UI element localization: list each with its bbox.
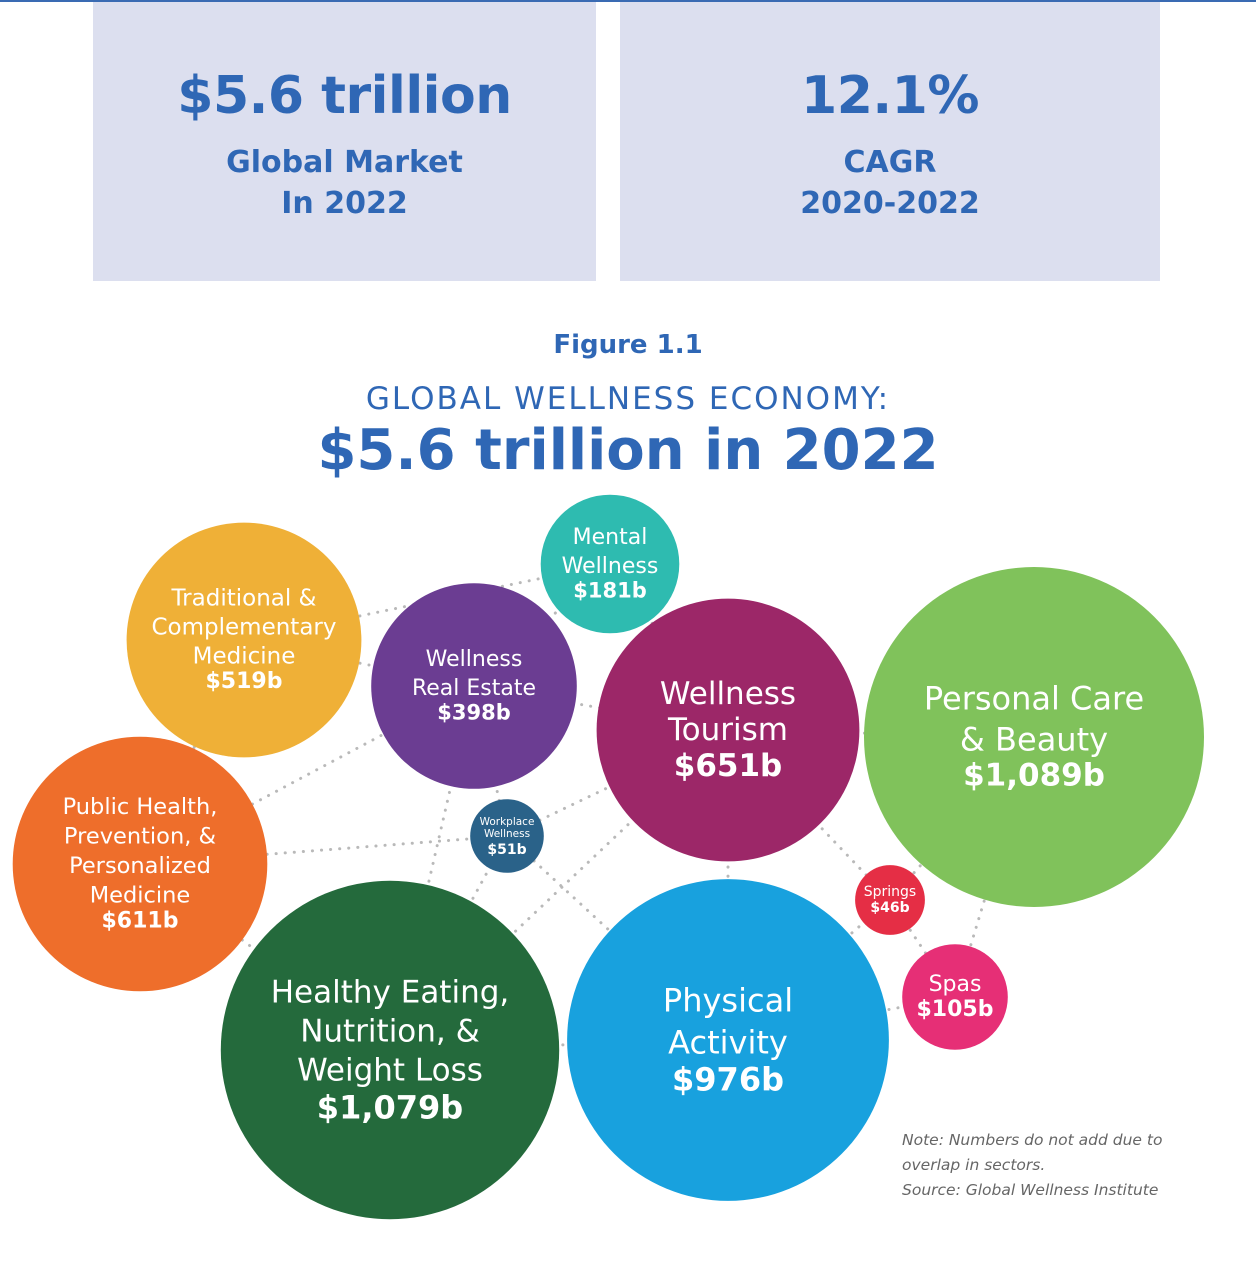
bubble-circle-springs [855, 865, 925, 935]
bubble-value-physical-activity: $976b [672, 1060, 784, 1098]
bubble-circle-tourism [596, 598, 860, 862]
bubble-personal-care: Personal Care& Beauty$1,089b [864, 567, 1204, 907]
bubble-label-physical-activity-2: Activity [668, 1024, 788, 1062]
bubble-value-mental: $181b [573, 579, 646, 603]
bubble-public-health: Public Health, Prevention, & Personalized M… [12, 736, 268, 992]
bubble-value-personal-care: $1,089b [963, 757, 1105, 793]
bubble-label-real-estate-1: Wellness [426, 647, 523, 672]
bubble-circle-public-health [12, 736, 268, 992]
bubble-real-estate: Wellness Real Estate$398b [371, 583, 577, 789]
bubble-value-public-health: $611b [102, 908, 179, 933]
bubble-healthy-eating: Healthy Eating,Nutrition, &Weight Loss$1… [220, 880, 560, 1220]
bubble-label-workplace-1: Workplace [480, 816, 535, 828]
bubble-label-workplace-2: Wellness [484, 828, 530, 840]
chart-note: Note: Numbers do not add due to overlap … [902, 1128, 1232, 1203]
bubble-circle-personal-care [864, 567, 1204, 907]
figure-subtitle: $5.6 trillion in 2022 [317, 418, 939, 483]
bubble-circle-physical-activity [567, 879, 889, 1201]
bubble-value-workplace: $51b [487, 842, 526, 858]
figure-label: Figure 1.1 [553, 330, 703, 360]
stat-market-label-line1: Global Market [226, 145, 463, 180]
note-line1: Note: Numbers do not add due to [902, 1131, 1163, 1149]
stat-card-market: $5.6 trillion Global Market In 2022 [93, 2, 596, 281]
bubble-label-spas-1: Spas [929, 972, 982, 997]
stat-market-value: $5.6 trillion [177, 66, 512, 126]
bubble-value-spas: $105b [917, 997, 994, 1022]
bubble-label-public-health-1: Public Health, [63, 794, 218, 820]
bubble-physical-activity: Physical Activity$976b [567, 879, 889, 1201]
bubble-value-springs: $46b [870, 900, 909, 916]
bubble-label-public-health-3: Personalized [69, 853, 211, 879]
bubble-spas: Spas$105b [902, 944, 1008, 1050]
stat-market-label: Global Market In 2022 [93, 142, 596, 224]
stat-cagr-label-line2: 2020-2022 [800, 186, 980, 221]
bubble-value-healthy-eating: $1,079b [317, 1088, 463, 1126]
bubble-value-real-estate: $398b [437, 701, 510, 725]
bubble-label-springs-1: Springs [864, 884, 916, 900]
bubble-label-mental-1: Mental [573, 525, 648, 550]
stat-card-cagr: 12.1% CAGR 2020-2022 [620, 2, 1160, 281]
bubble-label-physical-activity-1: Physical [663, 982, 793, 1020]
bubble-label-tourism-2: Tourism [667, 712, 788, 748]
bubble-value-traditional: $519b [206, 669, 283, 694]
bubble-circle-mental [540, 494, 680, 634]
bubble-label-healthy-eating-1: Healthy Eating, [271, 975, 510, 1011]
bubble-value-tourism: $651b [674, 748, 782, 784]
source-line: Source: Global Wellness Institute [902, 1181, 1159, 1199]
bubble-label-traditional-3: Medicine [193, 643, 296, 669]
bubble-mental: Mental Wellness$181b [540, 494, 680, 634]
bubble-circle-workplace [470, 799, 544, 873]
bubble-label-public-health-4: Medicine [90, 883, 191, 909]
bubble-label-personal-care-1: Personal Care [924, 680, 1144, 718]
bubble-label-mental-2: Wellness [562, 554, 659, 579]
figure-title: GLOBAL WELLNESS ECONOMY: [365, 381, 891, 417]
bubble-label-tourism-1: Wellness [660, 676, 796, 712]
bubble-circle-traditional [126, 522, 362, 758]
bubble-label-traditional-1: Traditional & [171, 585, 317, 611]
bubble-circle-spas [902, 944, 1008, 1050]
bubble-layer: Traditional &ComplementaryMedicine$519bW… [12, 494, 1204, 1220]
bubble-label-healthy-eating-3: Weight Loss [297, 1053, 483, 1089]
bubble-label-public-health-2: Prevention, & [64, 824, 216, 850]
bubble-circle-healthy-eating [220, 880, 560, 1220]
bubble-springs: Springs$46b [855, 865, 925, 935]
bubble-label-personal-care-2: & Beauty [960, 721, 1108, 759]
top-rule [0, 0, 1256, 2]
note-line2: overlap in sectors. [902, 1156, 1046, 1174]
bubble-label-real-estate-2: Real Estate [412, 676, 536, 701]
stat-market-label-line2: In 2022 [281, 186, 408, 221]
stat-cagr-label-line1: CAGR [843, 145, 937, 180]
bubble-circle-real-estate [371, 583, 577, 789]
bubble-label-traditional-2: Complementary [152, 614, 337, 640]
stat-cagr-label: CAGR 2020-2022 [620, 142, 1160, 224]
stat-cagr-value: 12.1% [801, 66, 979, 126]
bubble-traditional: Traditional & Complementary Medicine$519b [126, 522, 362, 758]
bubble-label-healthy-eating-2: Nutrition, & [300, 1014, 480, 1050]
